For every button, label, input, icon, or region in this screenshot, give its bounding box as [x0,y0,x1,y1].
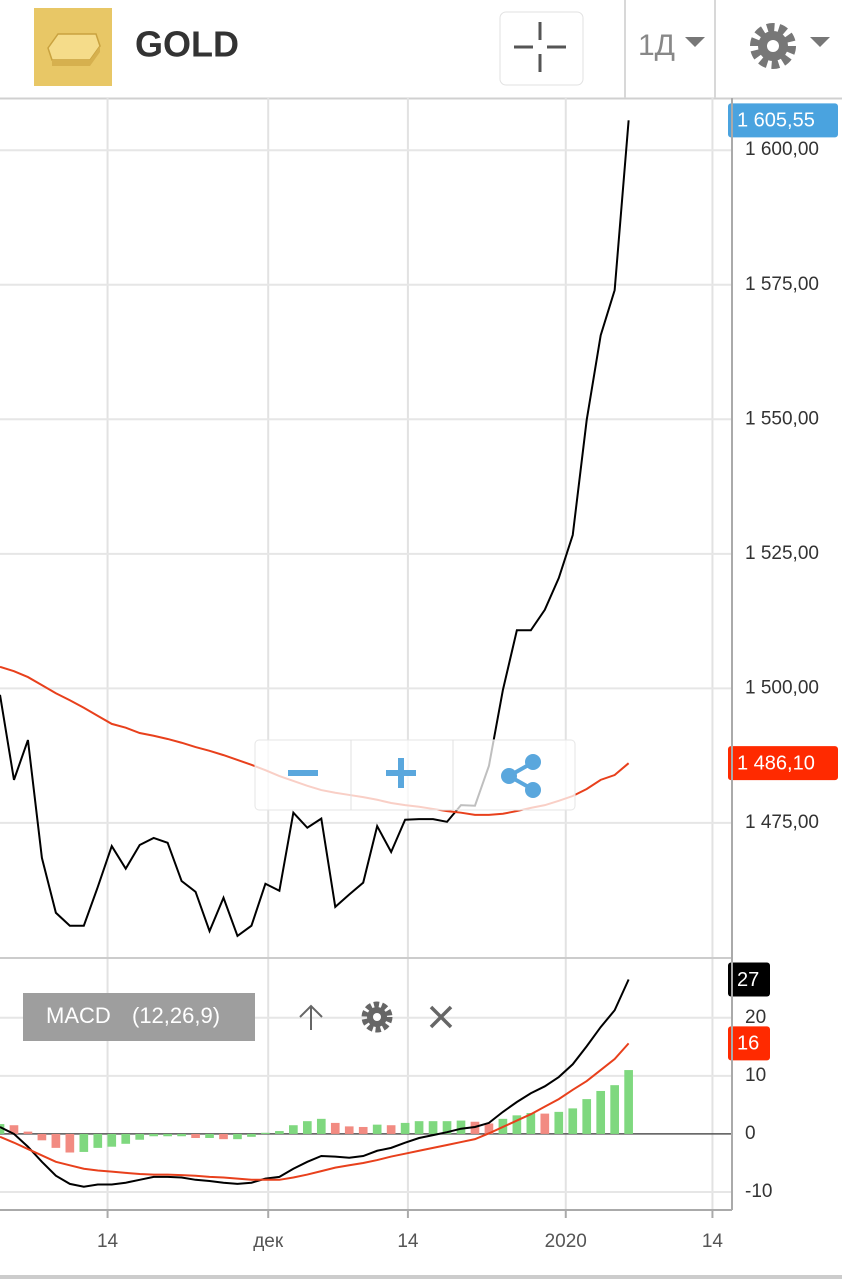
histogram-bar [316,1118,326,1134]
histogram-bar [512,1115,522,1134]
price-line [0,120,630,938]
macd-line [0,1042,630,1181]
x-tick-label: дек [253,1231,284,1252]
histogram-bar [247,1133,256,1137]
remove-indicator-button[interactable] [429,1005,453,1029]
histogram-bar [275,1131,284,1134]
histogram-bar [372,1124,382,1134]
histogram-bar [442,1121,452,1134]
histogram-bar [358,1126,368,1134]
histogram-bar [191,1133,200,1138]
histogram-bar [540,1113,550,1134]
y-tick-label: 1 500,00 [745,677,819,698]
histogram-bar [400,1122,410,1134]
last-value-label: 1 486,10 [737,752,815,774]
y-tick-label: 1 525,00 [745,543,819,564]
indicator-params: (12,26,9) [132,1003,220,1028]
header [0,0,842,98]
histogram-bar [177,1133,186,1137]
last-value-label: 1 605,55 [737,110,815,132]
interval-label: 1Д [638,29,675,62]
zoom-in-button[interactable] [386,758,416,788]
zoom-out-button[interactable] [288,770,318,776]
histogram-bar [23,1131,33,1134]
y-tick-label: 1 600,00 [745,139,819,160]
histogram-bar [386,1125,396,1134]
share-button[interactable] [501,754,541,798]
settings-button[interactable] [750,23,830,69]
last-value-badge [728,962,770,997]
interval-selector[interactable]: 1Д [638,29,705,62]
histogram-bar [554,1111,564,1134]
y-tick-label: -10 [745,1181,772,1202]
last-value-badge [728,103,838,138]
histogram-bar [289,1125,298,1134]
instrument-title: GOLD [135,24,239,65]
gold-icon [34,8,112,86]
histogram-bar [456,1120,466,1134]
histogram-bar [428,1121,438,1134]
histogram-bar [65,1133,75,1153]
macd-line [0,979,630,1188]
histogram-bar [344,1126,354,1134]
zoom-controls [254,739,576,811]
x-tick-label: 2020 [545,1231,587,1252]
move-up-button[interactable] [299,1004,323,1030]
histogram-bar [51,1133,61,1148]
histogram-bar [93,1133,103,1148]
histogram-bar [219,1133,228,1140]
histogram-bar [107,1133,117,1147]
histogram-bar [526,1113,536,1134]
histogram-bar [121,1133,131,1144]
histogram-bar [135,1133,145,1140]
y-tick-label: 1 550,00 [745,408,819,429]
histogram-bar [596,1090,606,1134]
histogram-bar [582,1099,592,1134]
histogram-bar [261,1132,270,1134]
histogram-bar [149,1133,158,1137]
y-tick-label: 1 475,00 [745,812,819,833]
histogram-bar [302,1121,312,1134]
indicator-badge[interactable] [23,993,255,1041]
x-tick-label: 14 [397,1231,419,1252]
histogram-bar [233,1133,242,1140]
histogram-bar [37,1133,47,1141]
histogram-bar [330,1122,340,1134]
x-tick-label: 14 [97,1231,119,1252]
histogram-bar [624,1070,633,1134]
last-value-badge [728,1026,770,1061]
histogram-bar [163,1133,172,1137]
plot-layer: 14 дек 14 2020 14 1 475,00 1 500,00 1 525,00 1 5… [0,98,842,1279]
last-value-label: 27 [737,969,759,991]
x-tick-label: 14 [702,1231,724,1252]
histogram-bar [414,1121,424,1134]
indicator-name: MACD [46,1003,111,1028]
last-value-label: 16 [737,1033,759,1055]
histogram-bar [79,1133,89,1152]
histogram-bar [9,1125,19,1134]
histogram-bar [610,1085,619,1134]
indicator-settings-button[interactable] [361,1001,393,1033]
indicator-legend: MACD (12,26,9) [23,993,453,1041]
last-value-badge [728,746,838,781]
y-tick-label: 20 [745,1007,766,1028]
y-tick-label: 10 [745,1065,766,1086]
histogram-bar [205,1133,214,1138]
histogram-bar [568,1108,578,1134]
histogram-bar [484,1123,494,1134]
y-tick-label: 0 [745,1123,756,1144]
crosshair-button[interactable] [499,11,584,86]
y-tick-label: 1 575,00 [745,274,819,295]
